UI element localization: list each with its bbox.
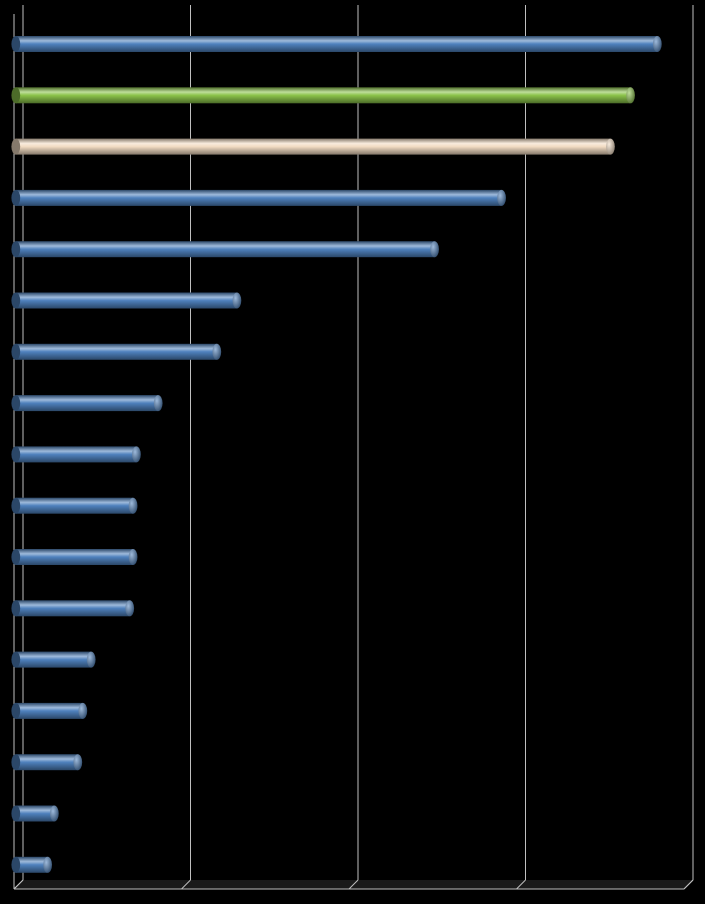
bar: [11, 857, 52, 873]
bar: [11, 446, 140, 462]
bar: [11, 344, 221, 360]
bar: [11, 703, 87, 719]
bar: [11, 293, 241, 309]
bar: [11, 600, 134, 616]
bar: [11, 549, 137, 565]
bar: [11, 806, 58, 822]
bar: [11, 498, 137, 514]
bar: [11, 395, 162, 411]
bar: [11, 190, 506, 206]
bar: [11, 754, 82, 770]
bar-chart: [0, 0, 705, 904]
bar: [11, 36, 661, 52]
bar: [11, 139, 614, 155]
bar: [11, 652, 95, 668]
bar: [11, 241, 439, 257]
bar: [11, 87, 635, 103]
